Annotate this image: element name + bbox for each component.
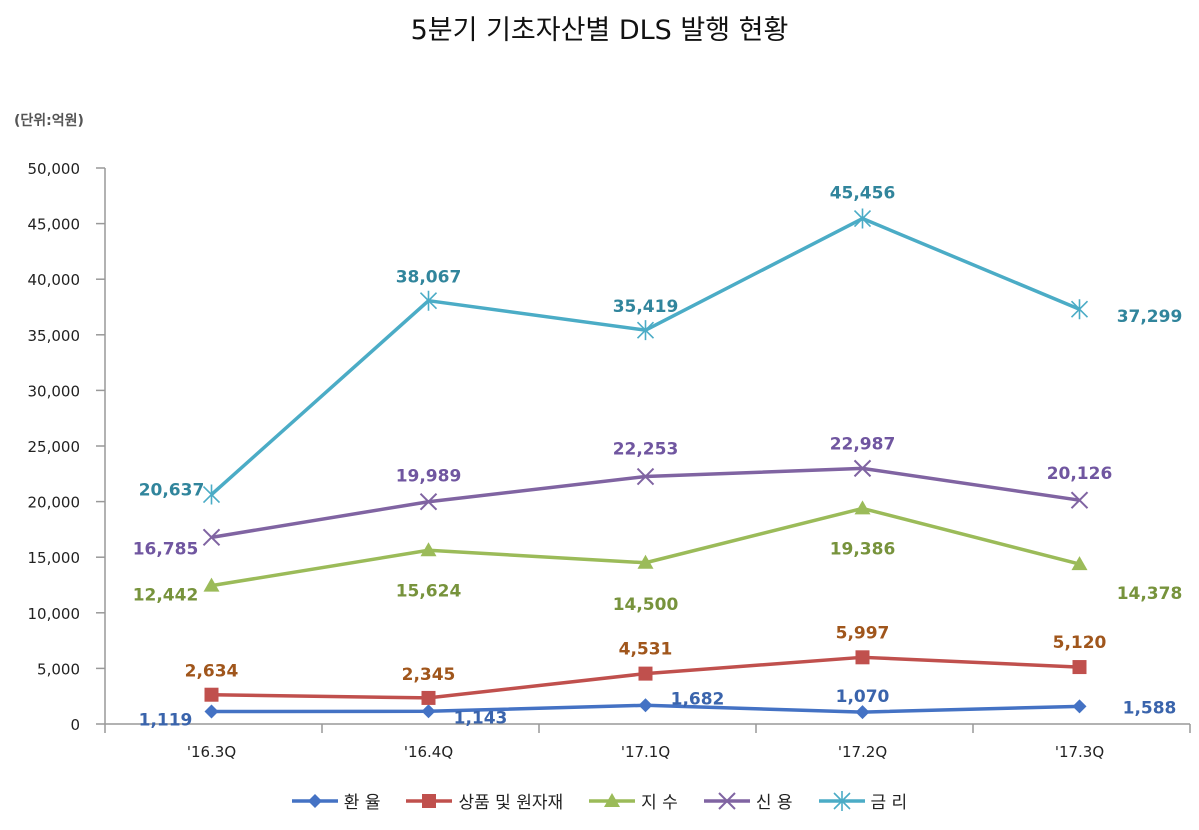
x-tick-label: '17.2Q <box>838 743 887 761</box>
data-label: 38,067 <box>396 268 462 288</box>
data-point <box>1070 491 1089 509</box>
data-label: 4,531 <box>619 640 673 660</box>
data-point <box>421 690 436 705</box>
data-label: 5,120 <box>1053 633 1107 653</box>
legend-marker <box>718 791 736 810</box>
y-tick-label: 0 <box>70 716 80 734</box>
data-label: 1,119 <box>139 711 193 731</box>
legend-label: 신 용 <box>755 793 793 813</box>
data-point <box>638 698 653 713</box>
data-point <box>204 704 219 719</box>
data-point <box>853 459 872 478</box>
data-point <box>202 528 221 547</box>
y-tick-label: 25,000 <box>28 438 81 456</box>
y-tick-label: 50,000 <box>28 160 81 178</box>
data-label: 16,785 <box>133 539 199 559</box>
legend: 환 율 상품 및 원자재 지 수 신 용 금 리 <box>0 788 1199 813</box>
legend-swatch <box>818 790 865 811</box>
y-tick-label: 15,000 <box>28 549 81 567</box>
data-label: 19,386 <box>830 539 896 559</box>
legend-swatch <box>589 792 636 807</box>
legend-item: 금 리 <box>818 788 908 813</box>
series-line <box>211 506 1080 588</box>
series-5: 20,637 38,067 35,419 45,456 37,299 <box>139 184 1183 505</box>
data-point <box>1071 556 1088 571</box>
data-label: 1,143 <box>454 708 508 728</box>
data-point <box>1072 699 1087 714</box>
x-tick-label: '16.4Q <box>404 743 453 761</box>
data-point <box>854 500 871 515</box>
legend-swatch <box>291 793 338 808</box>
data-label: 14,500 <box>613 595 679 615</box>
y-tick-label: 40,000 <box>28 271 81 289</box>
legend-marker <box>604 792 621 807</box>
legend-marker <box>832 790 851 811</box>
legend-marker <box>422 793 437 808</box>
data-point <box>419 493 438 511</box>
legend-label: 금 리 <box>870 793 908 813</box>
legend-item: 신 용 <box>703 788 793 813</box>
data-label: 20,126 <box>1047 464 1113 484</box>
data-label: 2,345 <box>402 665 456 685</box>
y-tick-label: 5,000 <box>37 660 80 678</box>
data-point <box>1072 660 1087 675</box>
data-point <box>638 666 653 681</box>
legend-swatch <box>703 791 750 810</box>
y-tick-label: 35,000 <box>28 327 81 345</box>
data-point <box>853 208 872 229</box>
data-label: 12,442 <box>133 586 199 606</box>
data-label: 14,378 <box>1117 584 1183 604</box>
data-point <box>202 484 221 505</box>
data-point <box>420 542 437 557</box>
legend-label: 환 율 <box>343 793 381 813</box>
data-label: 22,253 <box>613 440 679 460</box>
data-label: 22,987 <box>830 434 896 454</box>
data-label: 20,637 <box>139 481 205 501</box>
data-point <box>637 554 654 569</box>
data-point <box>1070 299 1089 320</box>
data-label: 45,456 <box>830 184 896 204</box>
x-tick-label: '17.3Q <box>1055 743 1104 761</box>
x-tick-label: '17.1Q <box>621 743 670 761</box>
y-tick-label: 10,000 <box>28 605 81 623</box>
data-point <box>855 705 870 720</box>
data-point <box>203 577 220 592</box>
data-label: 15,624 <box>396 581 462 601</box>
x-tick-label: '16.3Q <box>187 743 236 761</box>
legend-marker <box>307 793 322 808</box>
series-1: 1,119 1,143 1,682 1,070 1,588 <box>139 687 1177 730</box>
legend-item: 지 수 <box>589 788 678 813</box>
series-4: 16,785 19,989 22,253 22,987 20,126 <box>133 434 1113 559</box>
series-3: 12,442 15,624 14,500 19,386 14,378 <box>133 500 1183 615</box>
data-point <box>419 290 438 311</box>
data-point <box>421 704 436 719</box>
y-tick-label: 30,000 <box>28 382 81 400</box>
data-label: 2,634 <box>185 662 239 682</box>
unit-label: (단위:억원) <box>14 113 84 129</box>
legend-label: 지 수 <box>641 793 678 813</box>
series-2: 2,634 2,345 4,531 5,997 5,120 <box>185 623 1107 705</box>
data-label: 1,588 <box>1123 698 1177 718</box>
data-label: 5,997 <box>836 623 890 643</box>
legend-swatch <box>406 793 453 808</box>
y-tick-label: 20,000 <box>28 494 81 512</box>
data-label: 1,682 <box>671 689 725 709</box>
legend-label: 상품 및 원자재 <box>458 793 564 813</box>
data-label: 1,070 <box>836 687 890 707</box>
data-point <box>855 650 870 665</box>
data-label: 37,299 <box>1117 307 1183 327</box>
data-point <box>636 467 655 486</box>
data-point <box>204 687 219 702</box>
legend-item: 환 율 <box>291 788 381 813</box>
chart-title: 5분기 기초자산별 DLS 발행 현황 <box>410 15 789 46</box>
legend-item: 상품 및 원자재 <box>406 788 563 813</box>
data-label: 19,989 <box>396 467 462 487</box>
series-line <box>211 466 1080 540</box>
y-tick-label: 45,000 <box>28 216 81 234</box>
data-point <box>636 320 655 341</box>
data-label: 35,419 <box>613 297 679 317</box>
